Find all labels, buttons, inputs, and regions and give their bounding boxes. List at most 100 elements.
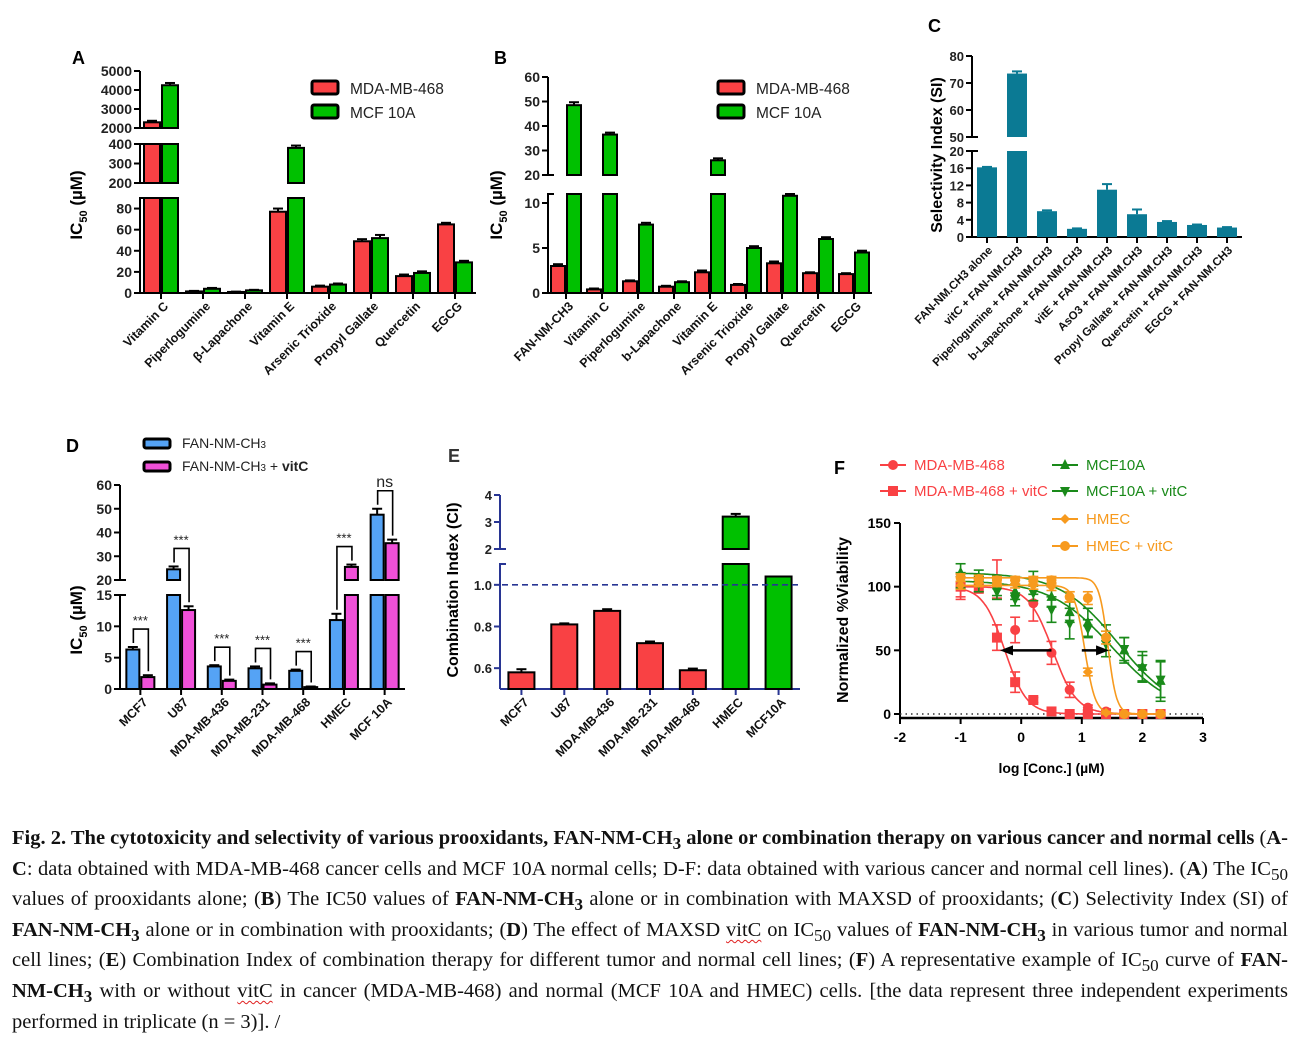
x-axis-label: log [Conc.] (µM) bbox=[998, 760, 1104, 776]
data-point bbox=[1101, 632, 1112, 643]
y-tick-label: 50 bbox=[96, 501, 112, 517]
y-tick-label: 300 bbox=[109, 156, 133, 172]
data-point bbox=[1064, 709, 1075, 719]
arrow-head bbox=[1096, 645, 1110, 656]
bar-b bbox=[746, 247, 762, 294]
legend-label: MCF10A bbox=[1086, 457, 1145, 474]
significance-bracket bbox=[213, 646, 231, 676]
data-point bbox=[1064, 591, 1075, 602]
y-tick-label: 0.6 bbox=[474, 661, 492, 676]
data-point bbox=[1101, 639, 1112, 650]
y-tick-label: 70 bbox=[950, 76, 964, 91]
bar-e bbox=[550, 623, 579, 691]
data-point bbox=[1046, 605, 1057, 616]
data-point bbox=[991, 575, 1002, 586]
y-tick-label: 10 bbox=[96, 618, 112, 634]
significance-label: *** bbox=[296, 636, 311, 651]
bar-a bbox=[161, 197, 179, 294]
legend-marker bbox=[1060, 487, 1070, 497]
chart-f: F Normalized %Viability log [Conc.] (µM) 0 5… bbox=[834, 457, 1207, 776]
legend-label: MDA-MB-468 bbox=[350, 81, 444, 98]
bar-c bbox=[1187, 224, 1207, 237]
bar-d bbox=[166, 568, 182, 581]
bar-b bbox=[782, 194, 798, 294]
legend-label: FAN-NM-CH3 bbox=[182, 435, 267, 451]
data-point bbox=[1137, 709, 1148, 719]
y-tick-label: 150 bbox=[868, 515, 892, 531]
y-tick-label: 4000 bbox=[101, 82, 132, 98]
x-tick-label: -1 bbox=[954, 729, 967, 745]
bar-d bbox=[140, 676, 156, 691]
x-tick-label: FAN-NM-CH3 bbox=[511, 299, 576, 364]
bar-c bbox=[1157, 221, 1177, 237]
legend-swatch bbox=[142, 437, 172, 450]
panel-e: E Combination Index (CI) 0.6 0.8 1.0 2 3 4 MCF7 U… bbox=[440, 440, 830, 790]
y-tick-label: 0 bbox=[957, 230, 964, 245]
data-point bbox=[1064, 619, 1075, 630]
data-point bbox=[1046, 706, 1057, 717]
panel-d: D IC50 (µM) 0 5 10 15 20 30 40 50 60 MCF7 U87 MDA-MB-… bbox=[60, 430, 450, 790]
panel-label-e: E bbox=[448, 446, 460, 466]
bar-a bbox=[353, 240, 371, 294]
data-point bbox=[991, 587, 1002, 598]
bar-a bbox=[203, 287, 221, 294]
bar-b bbox=[566, 104, 582, 176]
y-tick-label: 5 bbox=[104, 650, 112, 666]
significance-label: *** bbox=[214, 631, 229, 646]
bar-e bbox=[764, 575, 793, 690]
legend-marker bbox=[888, 460, 898, 470]
bar-c bbox=[1007, 151, 1027, 237]
bar-e bbox=[507, 671, 536, 690]
x-tick-label: -2 bbox=[894, 729, 907, 745]
y-axis-label: IC50 (µM) bbox=[67, 170, 90, 239]
bar-a bbox=[371, 237, 389, 295]
bar-c bbox=[1217, 227, 1237, 237]
y-tick-label: 30 bbox=[96, 548, 112, 564]
data-point bbox=[1155, 709, 1166, 719]
y-tick-label: 20 bbox=[96, 572, 112, 588]
bar-b bbox=[638, 223, 654, 295]
y-tick-label: 60 bbox=[950, 103, 964, 118]
bar-a bbox=[287, 146, 305, 184]
data-point bbox=[1119, 645, 1130, 656]
y-tick-label: 60 bbox=[524, 69, 540, 85]
bar-d bbox=[328, 619, 344, 690]
legend-label: MCF 10A bbox=[756, 105, 822, 122]
bar-a bbox=[161, 143, 179, 184]
x-tick-label: 2 bbox=[1139, 729, 1147, 745]
y-tick-label: 50 bbox=[950, 130, 964, 145]
x-tick-label: MCF7 bbox=[117, 695, 151, 729]
y-tick-label: 50 bbox=[875, 642, 891, 658]
bar-b bbox=[622, 280, 638, 295]
bar-b bbox=[854, 251, 870, 294]
bar-c bbox=[1097, 189, 1117, 237]
y-tick-label: 0.8 bbox=[474, 620, 492, 635]
y-axis-label: IC50 (µM) bbox=[67, 585, 90, 654]
data-point bbox=[1101, 707, 1112, 718]
bar-c bbox=[1037, 211, 1057, 237]
series-mcf10a bbox=[955, 562, 1166, 703]
y-tick-label: 50 bbox=[524, 94, 540, 110]
y-tick-label: 0 bbox=[532, 285, 540, 301]
y-tick-label: 40 bbox=[116, 243, 132, 259]
bar-c bbox=[1067, 228, 1087, 237]
bar-d bbox=[369, 513, 385, 581]
x-tick-label: MCF 10A bbox=[347, 695, 395, 743]
y-tick-label: 40 bbox=[96, 525, 112, 541]
y-axis-label: IC50 (µM) bbox=[487, 170, 510, 239]
y-tick-label: 16 bbox=[950, 161, 964, 176]
x-tick-label: MCF10A bbox=[743, 695, 788, 740]
y-tick-label: 30 bbox=[524, 143, 540, 159]
x-tick-label: U87 bbox=[548, 695, 574, 721]
bar-d bbox=[206, 665, 222, 691]
y-tick-label: 80 bbox=[116, 201, 132, 217]
data-point bbox=[1119, 709, 1130, 719]
significance-bracket bbox=[336, 545, 353, 610]
y-tick-label: 80 bbox=[950, 49, 964, 64]
bar-b bbox=[694, 271, 710, 295]
bar-d bbox=[125, 648, 141, 691]
bar-b bbox=[802, 272, 818, 294]
